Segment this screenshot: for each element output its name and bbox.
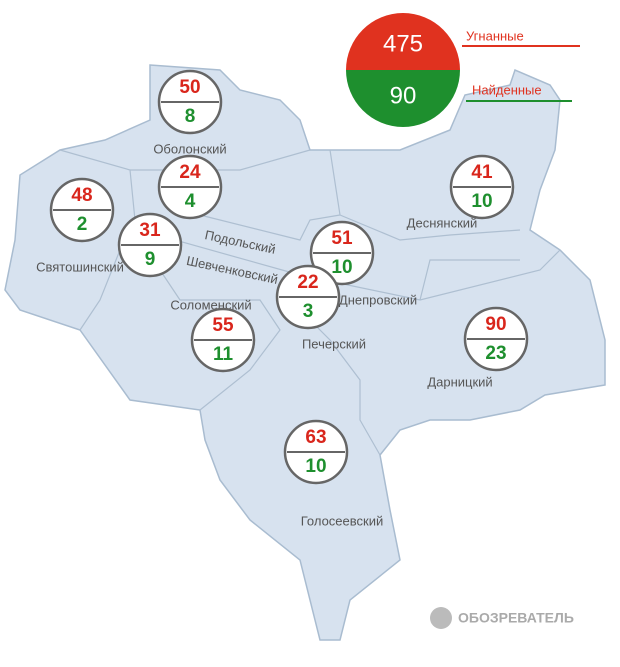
legend: 475 90 Угнанные Найденные [346, 13, 580, 127]
legend-found-total: 90 [390, 82, 417, 109]
district-name: Голосеевский [301, 513, 384, 528]
legend-found-label: Найденные [472, 82, 542, 97]
legend-found-half [346, 70, 460, 127]
found-count: 10 [471, 191, 492, 212]
district-name: Святошинский [36, 259, 124, 274]
city-outline [4, 64, 606, 641]
district-name: Оболонский [153, 141, 226, 156]
found-count: 11 [213, 344, 234, 365]
stolen-count: 55 [212, 315, 234, 336]
stolen-count: 90 [485, 314, 506, 335]
stolen-count: 63 [305, 427, 326, 448]
found-count: 23 [485, 343, 506, 364]
stolen-count: 51 [331, 228, 353, 249]
stolen-count: 50 [179, 77, 200, 98]
district-name: Дарницкий [427, 374, 492, 389]
found-count: 3 [303, 301, 314, 322]
found-count: 9 [145, 249, 156, 270]
legend-stolen-total: 475 [383, 30, 423, 57]
watermark: ОБОЗРЕВАТЕЛЬ [430, 607, 574, 629]
legend-stolen-half [346, 13, 460, 71]
district-name: Днепровский [339, 292, 417, 307]
watermark-icon [430, 607, 452, 629]
found-count: 4 [185, 191, 196, 212]
district-name: Соломенский [170, 297, 251, 312]
stolen-count: 48 [71, 185, 92, 206]
found-count: 2 [77, 214, 88, 235]
district-name: Деснянский [407, 215, 478, 230]
watermark-text: ОБОЗРЕВАТЕЛЬ [458, 610, 574, 626]
found-count: 10 [305, 456, 326, 477]
stolen-count: 22 [297, 272, 318, 293]
stolen-count: 31 [139, 220, 161, 241]
found-count: 10 [331, 257, 352, 278]
found-count: 8 [185, 106, 196, 127]
stolen-count: 41 [471, 162, 493, 183]
district-name: Печерский [302, 336, 366, 351]
legend-stolen-label: Угнанные [466, 28, 524, 43]
stolen-count: 24 [179, 162, 201, 183]
